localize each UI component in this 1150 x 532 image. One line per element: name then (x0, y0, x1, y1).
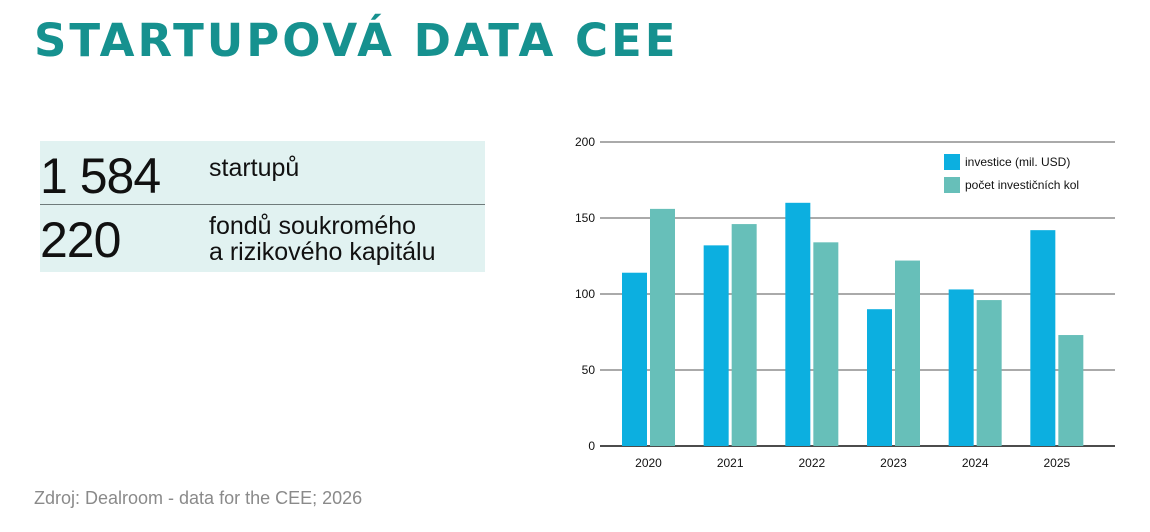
bar-kola-2022 (813, 242, 839, 446)
bar-kola-2023 (895, 260, 920, 446)
x-tick-label: 2022 (798, 456, 825, 470)
page-title: STARTUPOVÁ DATA CEE (34, 14, 679, 67)
y-tick-label: 150 (575, 211, 595, 225)
stat-value-funds: 220 (40, 212, 121, 268)
y-tick-label: 0 (588, 439, 595, 453)
bar-kola-2024 (976, 300, 1002, 446)
bar-kola-2021 (731, 224, 757, 446)
x-tick-label: 2021 (717, 456, 744, 470)
bar-kola-2020 (650, 208, 675, 446)
legend-label-investice: investice (mil. USD) (965, 155, 1070, 169)
bar-investice-2021 (703, 245, 729, 446)
bar-investice-2020 (622, 272, 647, 446)
x-tick-label: 2023 (880, 456, 907, 470)
bar-chart: 0 50 100 150 200 2020 2021 2022 2023 2024 2025 inve… (575, 135, 1115, 470)
x-tick-label: 2020 (635, 456, 662, 470)
source-note: Zdroj: Dealroom - data for the CEE; 2026 (34, 488, 363, 508)
bar-investice-2022 (785, 202, 811, 446)
stat-value-startups: 1 584 (40, 148, 161, 204)
stat-row-funds: 220 fondů soukromého a rizikového kapitá… (40, 205, 485, 272)
stat-label-funds-line-1: fondů soukromého (209, 212, 417, 240)
legend-label-kola: počet investičních kol (965, 178, 1079, 192)
stat-row-startups: 1 584 startupů (40, 141, 485, 205)
bar-investice-2023 (867, 309, 892, 446)
y-tick-label: 50 (582, 363, 596, 377)
stats-panel: 1 584 startupů 220 fondů soukromého a ri… (40, 141, 485, 272)
bar-investice-2024 (948, 289, 974, 446)
x-tick-label: 2025 (1043, 456, 1070, 470)
stat-label-funds: fondů soukromého a rizikového kapitálu (209, 213, 436, 265)
x-tick-label: 2024 (962, 456, 989, 470)
y-tick-label: 200 (575, 135, 595, 149)
stat-label-funds-line-2: a rizikového kapitálu (209, 238, 436, 266)
bar-kola-2025 (1058, 335, 1084, 446)
legend-swatch-investice (944, 154, 960, 170)
legend-swatch-kola (944, 177, 960, 193)
stat-label-startups-line: startupů (209, 154, 300, 182)
bar-investice-2025 (1030, 230, 1056, 446)
y-tick-label: 100 (575, 287, 595, 301)
stat-label-startups: startupů (209, 155, 299, 181)
